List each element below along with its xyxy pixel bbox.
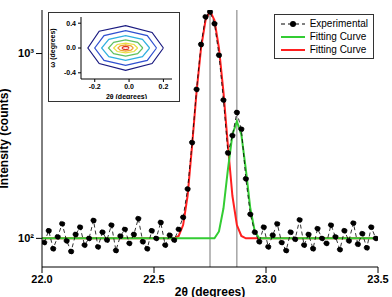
svg-text:0.2: 0.2	[159, 83, 169, 90]
svg-text:10²: 10²	[18, 232, 34, 244]
html-text:Experimental: Experimental	[309, 18, 368, 29]
html-text:Fitting Curve: Fitting Curve	[309, 44, 367, 55]
svg-text:2θ (degrees): 2θ (degrees)	[175, 285, 246, 297]
svg-text:0.0: 0.0	[66, 44, 76, 51]
html-text:Fitting Curve: Fitting Curve	[309, 31, 367, 42]
svg-text:ω (degrees): ω (degrees)	[49, 28, 57, 67]
svg-text:0.0: 0.0	[124, 83, 134, 90]
svg-text:-0.4: -0.4	[64, 69, 76, 76]
svg-text:2θ (degrees): 2θ (degrees)	[106, 93, 147, 99]
svg-text:0.4: 0.4	[66, 20, 76, 27]
svg-text:-0.2: -0.2	[89, 83, 101, 90]
svg-text:Intensity (counts): Intensity (counts)	[8, 88, 11, 188]
svg-text:10³: 10³	[18, 47, 34, 59]
svg-text:22.0: 22.0	[31, 273, 52, 285]
svg-text:23.5: 23.5	[367, 273, 384, 285]
svg-text:22.5: 22.5	[143, 273, 164, 285]
svg-text:23.0: 23.0	[255, 273, 276, 285]
